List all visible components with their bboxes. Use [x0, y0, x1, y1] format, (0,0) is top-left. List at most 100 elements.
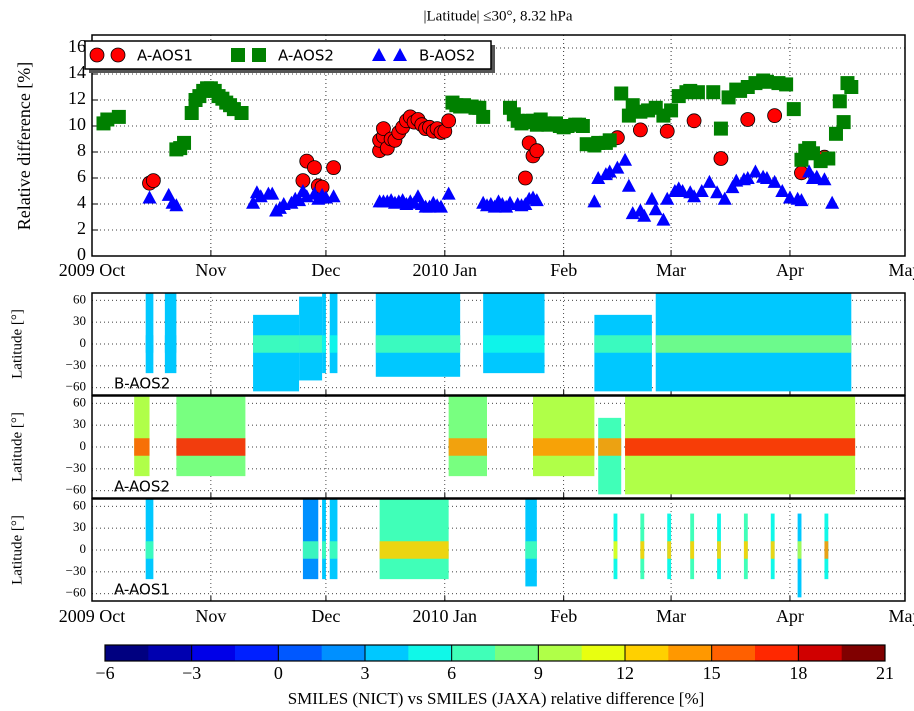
- x-tick-label: Nov: [195, 260, 226, 280]
- marker: [234, 106, 249, 120]
- y-tick-label: 30: [73, 313, 86, 328]
- marker: [809, 169, 824, 183]
- swath: [134, 396, 150, 477]
- y-tick-label: −30: [66, 357, 86, 372]
- colorbar-tick-label: −6: [95, 663, 114, 683]
- marker: [326, 160, 341, 176]
- marker: [717, 191, 732, 205]
- x-tick-label: Feb: [550, 606, 577, 626]
- equatorial-band: [533, 438, 595, 456]
- legend-marker: [393, 48, 407, 61]
- y-axis-label: Latitude [°]: [9, 515, 25, 585]
- equatorial-band: [667, 541, 672, 559]
- y-tick-label: 10: [68, 114, 86, 134]
- panel-frame: [91, 395, 906, 499]
- equatorial-band: [329, 541, 338, 559]
- y-tick-label: 12: [68, 88, 86, 108]
- marker: [632, 122, 648, 138]
- colorbar-cell: [451, 645, 496, 661]
- swath: [145, 293, 154, 374]
- equatorial-band: [625, 438, 856, 456]
- colorbar-tick-label: 3: [361, 663, 370, 683]
- colorbar-cell: [365, 645, 409, 661]
- y-axis-label: Latitude [°]: [9, 309, 25, 379]
- marker: [177, 135, 192, 150]
- marker: [794, 193, 809, 207]
- marker: [142, 190, 157, 204]
- colorbar-tick-label: −3: [182, 663, 201, 683]
- marker: [660, 191, 675, 205]
- y-tick-label: 2: [77, 218, 86, 238]
- y-tick-label: 4: [77, 192, 86, 212]
- panel-frame: [91, 292, 906, 396]
- marker: [659, 123, 675, 139]
- legend-marker: [110, 47, 126, 63]
- equatorial-band: [322, 541, 326, 559]
- marker: [821, 151, 836, 166]
- marker: [602, 133, 617, 148]
- marker: [100, 112, 115, 127]
- colorbar-cell: [278, 645, 323, 661]
- equatorial-band: [598, 438, 622, 456]
- panel-label: A-AOS2: [114, 478, 170, 496]
- marker: [767, 174, 782, 188]
- swath: [164, 293, 177, 374]
- marker: [740, 112, 756, 127]
- marker: [664, 103, 679, 118]
- swath: [302, 499, 319, 580]
- marker: [690, 85, 705, 100]
- equatorial-band: [640, 541, 645, 559]
- x-tick-label: Nov: [195, 606, 226, 626]
- colorbar-cell: [148, 645, 193, 661]
- marker: [610, 160, 625, 174]
- equatorial-band: [329, 335, 338, 353]
- colorbar-tick-label: 12: [616, 663, 634, 683]
- marker: [844, 80, 859, 94]
- marker: [145, 173, 161, 189]
- colorbar-cell: [581, 645, 626, 661]
- y-tick-label: −30: [66, 563, 86, 578]
- marker: [779, 77, 794, 92]
- x-tick-label: Feb: [550, 260, 577, 280]
- marker: [246, 195, 261, 209]
- swath: [322, 293, 326, 374]
- marker: [828, 126, 843, 141]
- colorbar-cell: [755, 645, 799, 661]
- panel-label: B-AOS2: [114, 375, 170, 393]
- x-tick-label: 2009 Oct: [59, 606, 126, 626]
- y-tick-label: 0: [80, 335, 87, 350]
- marker: [441, 186, 456, 200]
- y-tick-label: −30: [66, 460, 86, 475]
- marker: [169, 198, 184, 212]
- colorbar-cell: [538, 645, 583, 661]
- x-tick-label: 2009 Oct: [59, 260, 126, 280]
- swath: [533, 396, 595, 477]
- marker: [587, 194, 602, 208]
- y-tick-label: 30: [73, 519, 86, 534]
- legend-marker: [252, 48, 266, 62]
- legend-marker: [372, 48, 386, 61]
- marker: [441, 113, 457, 129]
- y-axis-label: Relative difference [%]: [14, 62, 34, 231]
- y-tick-label: 60: [73, 394, 86, 409]
- equatorial-band: [483, 335, 545, 353]
- marker: [644, 191, 659, 205]
- swath: [176, 396, 246, 477]
- chart-title: |Latitude| ≤30°, 8.32 hPa: [424, 8, 573, 24]
- swath: [145, 499, 154, 580]
- equatorial-band: [770, 541, 775, 559]
- x-tick-label: May: [889, 260, 914, 280]
- marker: [775, 184, 790, 197]
- x-tick-label: Mar: [656, 606, 686, 626]
- marker: [786, 102, 801, 117]
- panel-label: A-AOS1: [114, 581, 170, 599]
- marker: [706, 85, 721, 100]
- marker: [832, 94, 847, 109]
- x-tick-label: May: [889, 606, 914, 626]
- swath: [329, 499, 338, 580]
- legend-label: A-AOS1: [137, 47, 193, 65]
- marker: [292, 193, 307, 207]
- y-tick-label: 16: [68, 36, 86, 56]
- colorbar-cell: [798, 645, 843, 661]
